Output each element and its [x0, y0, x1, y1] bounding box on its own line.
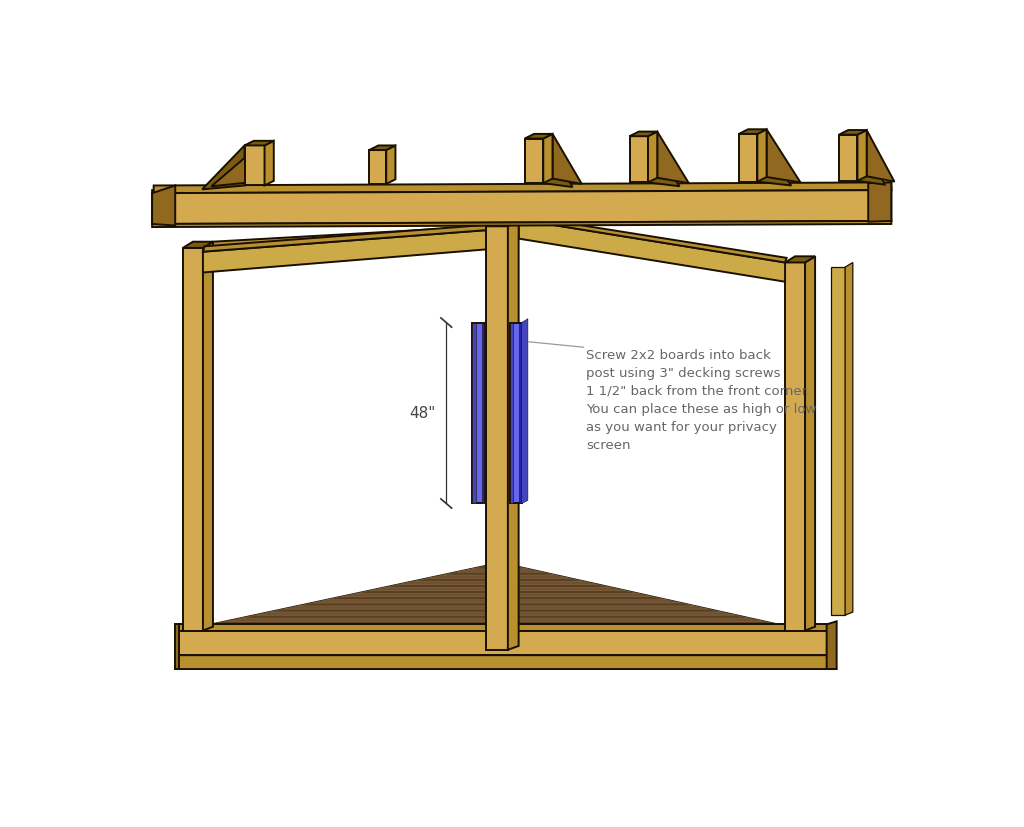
Polygon shape	[179, 630, 826, 655]
Polygon shape	[857, 130, 866, 181]
Polygon shape	[213, 227, 486, 257]
Polygon shape	[202, 146, 245, 189]
Polygon shape	[826, 621, 837, 669]
Polygon shape	[457, 569, 542, 572]
Polygon shape	[845, 262, 853, 615]
Polygon shape	[245, 141, 273, 146]
Text: 48": 48"	[410, 405, 435, 420]
Polygon shape	[544, 134, 553, 183]
Polygon shape	[203, 241, 213, 630]
Polygon shape	[213, 241, 486, 263]
Polygon shape	[518, 219, 785, 282]
Polygon shape	[739, 134, 758, 182]
Polygon shape	[486, 219, 518, 227]
Polygon shape	[472, 323, 484, 504]
Polygon shape	[767, 129, 801, 183]
Polygon shape	[298, 603, 694, 606]
Polygon shape	[175, 624, 179, 669]
Polygon shape	[868, 183, 891, 222]
Polygon shape	[519, 323, 521, 504]
Polygon shape	[524, 134, 553, 138]
Polygon shape	[153, 190, 891, 224]
Polygon shape	[356, 590, 639, 594]
Polygon shape	[485, 563, 514, 566]
Polygon shape	[805, 256, 815, 630]
Polygon shape	[866, 130, 894, 182]
Polygon shape	[414, 578, 584, 581]
Polygon shape	[648, 131, 657, 183]
Polygon shape	[370, 150, 386, 184]
Polygon shape	[839, 135, 857, 181]
Polygon shape	[183, 628, 805, 630]
Polygon shape	[203, 225, 487, 251]
Polygon shape	[524, 138, 544, 183]
Polygon shape	[371, 587, 625, 590]
Polygon shape	[327, 596, 667, 600]
Polygon shape	[211, 141, 264, 186]
Polygon shape	[226, 619, 764, 621]
Polygon shape	[255, 612, 736, 615]
Polygon shape	[471, 566, 528, 569]
Polygon shape	[386, 146, 395, 184]
Polygon shape	[153, 221, 891, 227]
Polygon shape	[831, 267, 845, 615]
Polygon shape	[630, 131, 657, 136]
Polygon shape	[245, 146, 264, 185]
Polygon shape	[481, 323, 484, 504]
Polygon shape	[428, 575, 569, 578]
Polygon shape	[657, 131, 689, 183]
Polygon shape	[241, 615, 750, 619]
Polygon shape	[175, 655, 837, 669]
Polygon shape	[518, 216, 786, 262]
Polygon shape	[153, 185, 175, 226]
Polygon shape	[758, 134, 792, 185]
Text: Screw 2x2 boards into back
post using 3" decking screws
1 1/2" back from the fro: Screw 2x2 boards into back post using 3"…	[587, 349, 817, 452]
Polygon shape	[154, 183, 891, 194]
Polygon shape	[153, 187, 891, 194]
Polygon shape	[739, 129, 767, 134]
Polygon shape	[183, 563, 805, 630]
Polygon shape	[442, 572, 556, 575]
Polygon shape	[785, 262, 805, 630]
Polygon shape	[508, 219, 518, 650]
Polygon shape	[284, 606, 708, 609]
Polygon shape	[264, 141, 273, 185]
Polygon shape	[198, 624, 792, 628]
Polygon shape	[758, 129, 767, 182]
Polygon shape	[510, 323, 521, 504]
Polygon shape	[510, 323, 513, 504]
Polygon shape	[544, 138, 572, 187]
Polygon shape	[212, 621, 777, 624]
Polygon shape	[269, 609, 722, 612]
Polygon shape	[183, 248, 203, 630]
Polygon shape	[785, 256, 815, 262]
Polygon shape	[857, 135, 885, 184]
Polygon shape	[630, 136, 648, 183]
Polygon shape	[342, 594, 652, 596]
Polygon shape	[472, 323, 475, 504]
Polygon shape	[183, 241, 213, 248]
Polygon shape	[648, 136, 680, 186]
Polygon shape	[370, 146, 395, 150]
Polygon shape	[179, 624, 826, 630]
Polygon shape	[521, 318, 528, 504]
Polygon shape	[839, 130, 866, 135]
Polygon shape	[399, 581, 597, 585]
Polygon shape	[312, 600, 680, 603]
Polygon shape	[486, 227, 508, 650]
Polygon shape	[553, 134, 582, 184]
Polygon shape	[385, 585, 611, 587]
Polygon shape	[203, 230, 486, 272]
